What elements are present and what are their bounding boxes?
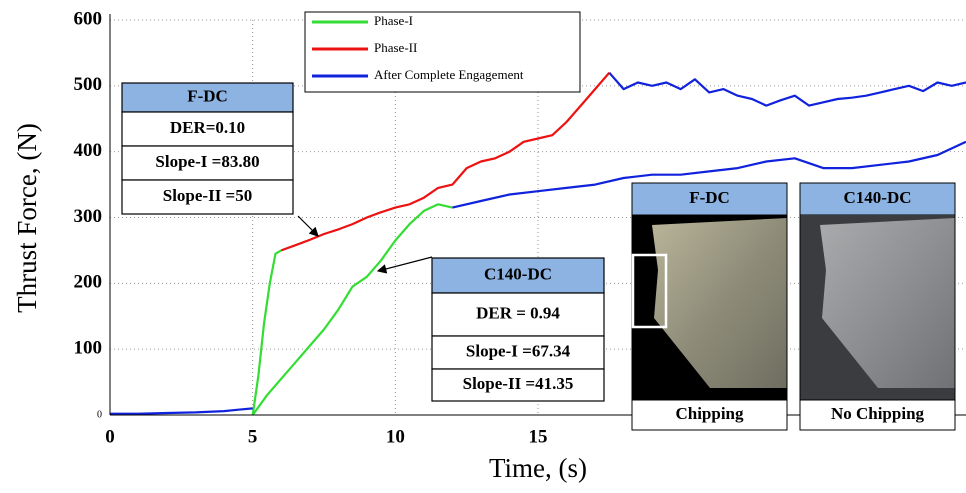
series-line — [280, 71, 611, 252]
y-tick-label: 400 — [74, 140, 103, 161]
table-cell — [121, 179, 294, 215]
series-line — [608, 71, 966, 107]
highlight — [631, 253, 668, 329]
series-line — [110, 407, 253, 415]
x-axis-title: Time, (s) — [489, 453, 587, 483]
panel-footer — [799, 399, 956, 431]
table-title: F-DC — [187, 86, 228, 105]
legend-label: Phase-II — [374, 40, 417, 55]
panel-caption: No Chipping — [831, 404, 925, 423]
table-text: Slope-I =83.80 — [155, 152, 259, 171]
table-text: Slope-II =50 — [163, 186, 253, 205]
y-tick-label: 500 — [74, 74, 103, 95]
x-tick-label: 15 — [529, 426, 548, 447]
y-tick-label: 300 — [74, 206, 103, 227]
arrow — [297, 215, 319, 237]
panel-title: F-DC — [689, 188, 730, 207]
table-cell — [431, 292, 605, 337]
table-title: C140-DC — [484, 264, 552, 283]
arrow — [376, 256, 433, 274]
panel-caption: Chipping — [675, 404, 744, 423]
series-line — [251, 249, 282, 416]
legend-label: After Complete Engagement — [374, 67, 524, 82]
photo-insert — [652, 218, 787, 388]
x-tick-label: 0 — [105, 426, 115, 447]
table-text: DER = 0.94 — [476, 303, 560, 322]
x-tick-label: 10 — [386, 426, 405, 447]
table-cell — [431, 335, 605, 370]
series-line — [452, 140, 966, 209]
series-line — [251, 203, 453, 416]
y-tick-label: 600 — [74, 8, 103, 29]
table-text: DER=0.10 — [170, 118, 245, 137]
table-text: Slope-II =41.35 — [463, 374, 574, 393]
y-tick-label: 200 — [74, 272, 103, 293]
panel-frame — [799, 182, 956, 431]
y-axis-title: Thrust Force, (N) — [12, 123, 42, 313]
y-tick-label: 100 — [74, 338, 103, 359]
x-tick-label: 5 — [248, 426, 258, 447]
table-text: Slope-I =67.34 — [466, 341, 571, 360]
table-cell — [431, 368, 605, 402]
legend-label: Phase-I — [374, 13, 413, 28]
table-cell — [121, 111, 294, 147]
panel-title: C140-DC — [844, 188, 912, 207]
y-tick-label: 0 — [97, 409, 102, 420]
photo-insert — [820, 218, 955, 388]
table-cell — [121, 145, 294, 181]
legend-box — [304, 11, 581, 93]
table-header — [431, 257, 605, 294]
